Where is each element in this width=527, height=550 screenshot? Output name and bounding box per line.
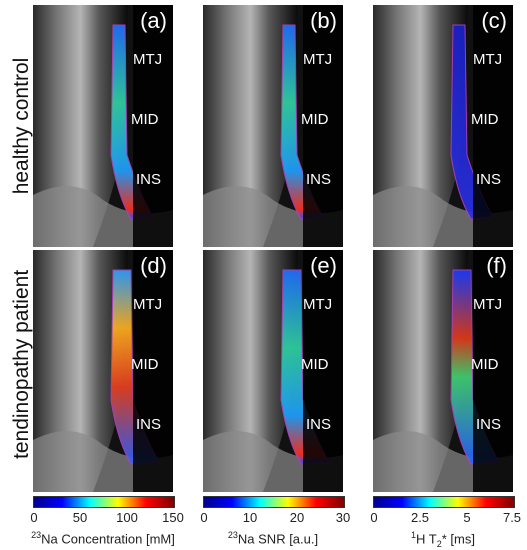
region-label-ins: INS [136, 416, 162, 433]
region-label-ins: INS [476, 416, 502, 433]
panel-tag: (a) [140, 8, 167, 33]
region-label-mtj: MTJ [133, 51, 163, 68]
tick-label: 30 [335, 510, 351, 525]
region-label-mid: MID [301, 111, 329, 128]
mri-panel-e: (e) MTJ MID INS [203, 250, 343, 492]
tick-label: 0 [370, 510, 378, 525]
region-label-mtj: MTJ [303, 51, 333, 68]
colorbar-t2 [373, 496, 515, 508]
tick-label: 2.5 [410, 510, 430, 525]
panel-tag: (e) [310, 253, 337, 278]
region-label-ins: INS [306, 416, 332, 433]
tick-label: 0 [200, 510, 208, 525]
panel-tag: (c) [481, 8, 507, 33]
mri-panel-d: (d) MTJ MID INS [33, 250, 173, 492]
region-label-mtj: MTJ [303, 296, 333, 313]
region-label-mtj: MTJ [133, 296, 163, 313]
region-label-mtj: MTJ [473, 296, 503, 313]
region-label-mid: MID [301, 356, 329, 373]
region-label-ins: INS [136, 171, 162, 188]
tick-label: 100 [116, 510, 138, 525]
panel-tag: (d) [140, 253, 167, 278]
tick-label: 150 [162, 510, 184, 525]
region-label-ins: INS [476, 171, 502, 188]
colorbar-caption-na-concentration: 23Na Concentration [mM] [31, 530, 175, 547]
region-label-mid: MID [471, 111, 499, 128]
colorbar-caption-na-snr: 23Na SNR [a.u.] [227, 530, 319, 547]
tick-label: 5 [463, 510, 471, 525]
panel-tag: (b) [310, 8, 337, 33]
region-label-mid: MID [131, 356, 159, 373]
mri-panel-a: (a) MTJ MID INS [33, 5, 173, 247]
mri-panel-f: (f) MTJ MID INS [373, 250, 513, 492]
region-label-mid: MID [131, 111, 159, 128]
tick-label: 20 [289, 510, 305, 525]
colorbar-caption-t2: 1H T2* [ms] [411, 530, 475, 549]
region-label-ins: INS [306, 171, 332, 188]
mri-panel-c: (c) MTJ MID INS [373, 5, 513, 247]
mri-panel-b: (b) MTJ MID INS [203, 5, 343, 247]
row-label-healthy: healthy control [10, 57, 33, 195]
panel-tag: (f) [486, 253, 507, 278]
tick-label: 10 [242, 510, 258, 525]
tick-label: 50 [72, 510, 88, 525]
tick-label: 7.5 [502, 510, 522, 525]
colorbar-na-concentration [33, 496, 175, 508]
colorbar-na-snr [203, 496, 345, 508]
tick-label: 0 [30, 510, 38, 525]
row-label-patient: tendinopathy patient [10, 269, 33, 459]
region-label-mid: MID [471, 356, 499, 373]
region-label-mtj: MTJ [473, 51, 503, 68]
